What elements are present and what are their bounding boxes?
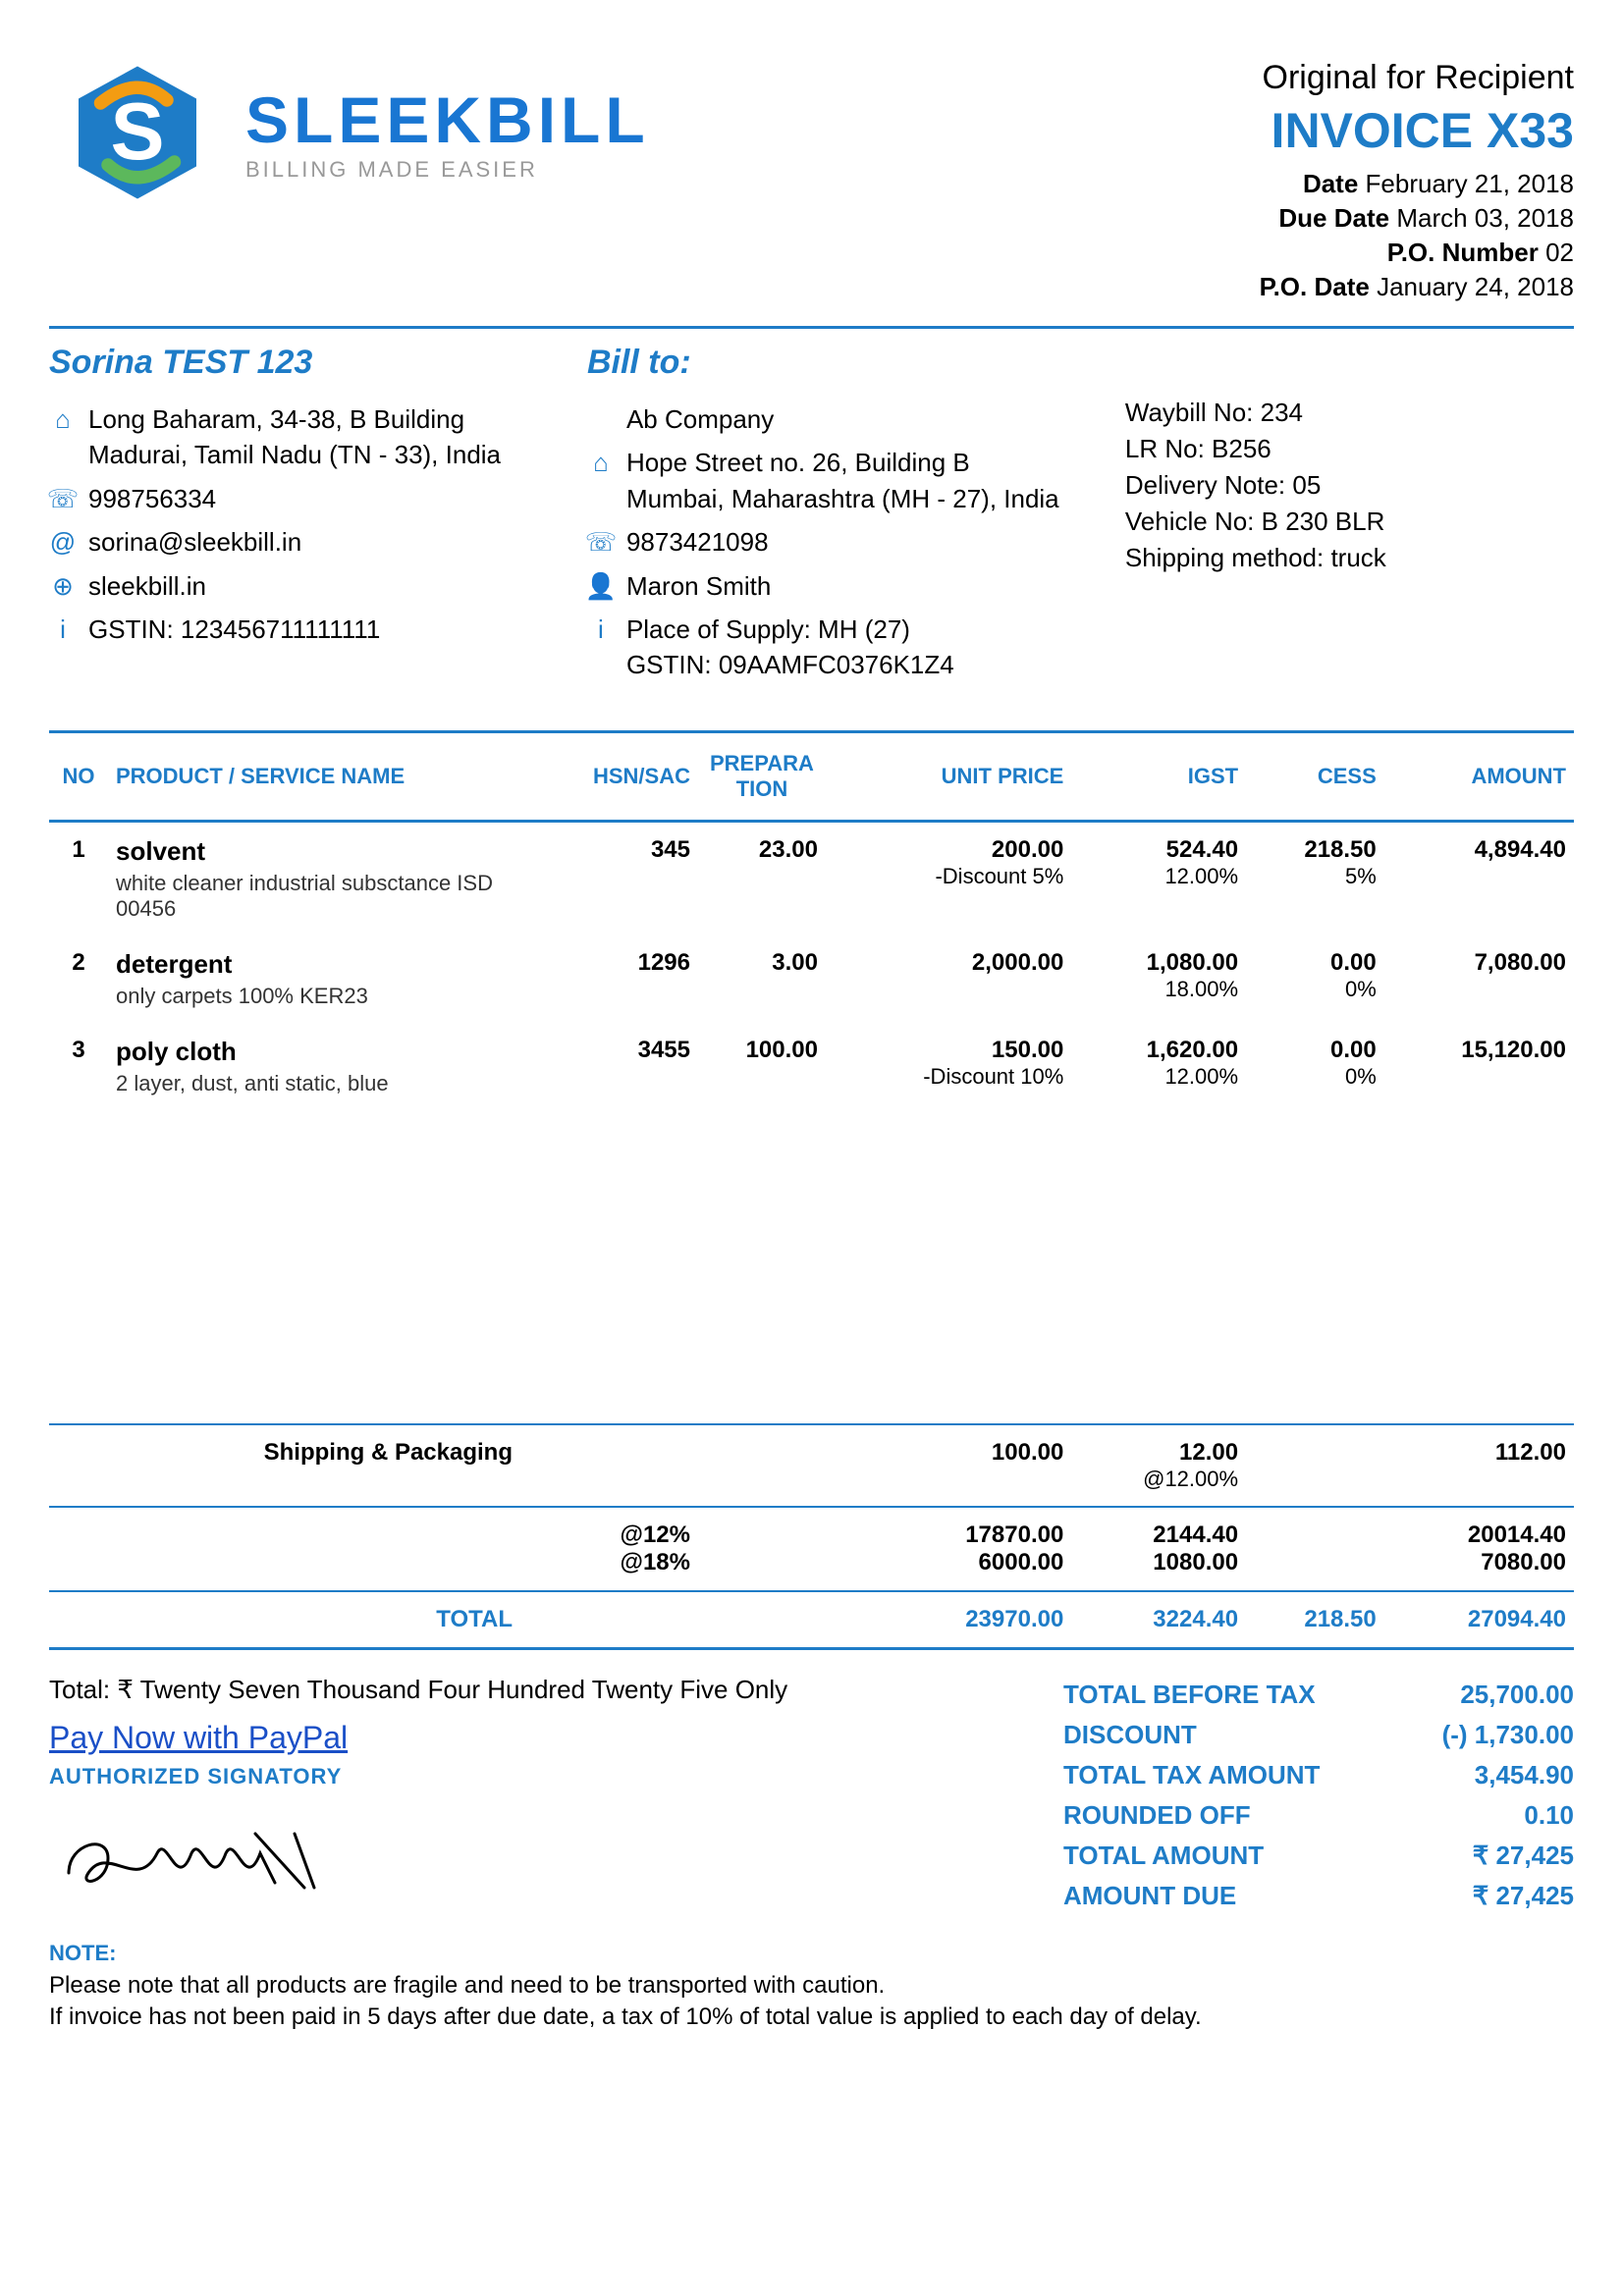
logo-tagline: BILLING MADE EASIER <box>245 157 650 183</box>
col-cess: CESS <box>1246 731 1384 821</box>
col-name: PRODUCT / SERVICE NAME <box>108 731 520 821</box>
from-web: sleekbill.in <box>88 568 206 604</box>
signature-icon <box>49 1799 344 1907</box>
col-igst: IGST <box>1071 731 1246 821</box>
table-row: 2detergentonly carpets 100% KER2312963.0… <box>49 935 1574 1023</box>
web-icon: ⊕ <box>49 568 77 604</box>
from-gstin: GSTIN: 123456711111111 <box>88 612 380 647</box>
logo-icon: S <box>49 59 226 206</box>
due-line: Due Date March 03, 2018 <box>1260 203 1574 234</box>
from-block: Sorina TEST 123 ⌂ Long Baharam, 34-38, B … <box>49 344 548 691</box>
lr-no: LR No: B256 <box>1125 434 1574 464</box>
col-prep: PREPARA TION <box>698 731 826 821</box>
total-line: TOTAL TAX AMOUNT3,454.90 <box>1063 1755 1574 1795</box>
col-price: UNIT PRICE <box>826 731 1071 821</box>
from-email: sorina@sleekbill.in <box>88 524 301 560</box>
po-date-line: P.O. Date January 24, 2018 <box>1260 272 1574 302</box>
total-line: TOTAL AMOUNT₹ 27,425 <box>1063 1836 1574 1876</box>
totals-block: TOTAL BEFORE TAX25,700.00DISCOUNT(-) 1,7… <box>1063 1675 1574 1916</box>
total-line: ROUNDED OFF0.10 <box>1063 1795 1574 1836</box>
date-line: Date February 21, 2018 <box>1260 169 1574 199</box>
from-phone: 998756334 <box>88 481 216 516</box>
po-num-line: P.O. Number 02 <box>1260 238 1574 268</box>
billto-company: Ab Company <box>626 401 774 437</box>
amount-words: Total: ₹ Twenty Seven Thousand Four Hund… <box>49 1675 1034 1705</box>
logo-block: S SLEEKBILL BILLING MADE EASIER <box>49 59 650 206</box>
table-header: NO PRODUCT / SERVICE NAME HSN/SAC PREPAR… <box>49 731 1574 821</box>
note-heading: NOTE: <box>49 1941 1574 1966</box>
auth-signatory-label: AUTHORIZED SIGNATORY <box>49 1764 1034 1789</box>
below-section: Total: ₹ Twenty Seven Thousand Four Hund… <box>49 1675 1574 1916</box>
table-row: 3poly cloth2 layer, dust, anti static, b… <box>49 1023 1574 1110</box>
col-hsn: HSN/SAC <box>520 731 698 821</box>
total-line: AMOUNT DUE₹ 27,425 <box>1063 1876 1574 1916</box>
delivery-note: Delivery Note: 05 <box>1125 470 1574 501</box>
paypal-link[interactable]: Pay Now with PayPal <box>49 1720 348 1756</box>
tax-breakdown-row: @12%@18% 17870.006000.00 2144.401080.00 … <box>49 1507 1574 1591</box>
phone-icon: ☏ <box>587 524 615 560</box>
total-line: DISCOUNT(-) 1,730.00 <box>1063 1715 1574 1755</box>
col-no: NO <box>49 731 108 821</box>
billto-address: Hope Street no. 26, Building B Mumbai, M… <box>626 445 1059 516</box>
shipping-row: Shipping & Packaging 100.00 12.00@12.00%… <box>49 1424 1574 1507</box>
billto-contact: Maron Smith <box>626 568 771 604</box>
billto-title: Bill to: <box>587 344 1086 382</box>
home-icon: ⌂ <box>49 401 77 437</box>
ship-method: Shipping method: truck <box>1125 543 1574 573</box>
from-title: Sorina TEST 123 <box>49 344 548 382</box>
total-line: TOTAL BEFORE TAX25,700.00 <box>1063 1675 1574 1715</box>
vehicle-no: Vehicle No: B 230 BLR <box>1125 507 1574 537</box>
info-icon: i <box>587 612 615 647</box>
from-address: Long Baharam, 34-38, B Building Madurai,… <box>88 401 501 473</box>
logo-title: SLEEKBILL <box>245 82 650 157</box>
header: S SLEEKBILL BILLING MADE EASIER Original… <box>49 59 1574 306</box>
note-text: Please note that all products are fragil… <box>49 1970 1574 2034</box>
invoice-title: INVOICE X33 <box>1260 102 1574 159</box>
billto-supply: Place of Supply: MH (27) GSTIN: 09AAMFC0… <box>626 612 954 683</box>
info-icon: i <box>49 612 77 647</box>
divider <box>49 326 1574 329</box>
original-label: Original for Recipient <box>1260 59 1574 97</box>
total-row: TOTAL 23970.00 3224.40 218.50 27094.40 <box>49 1591 1574 1649</box>
phone-icon: ☏ <box>49 481 77 516</box>
person-icon: 👤 <box>587 568 615 604</box>
items-table: NO PRODUCT / SERVICE NAME HSN/SAC PREPAR… <box>49 730 1574 1650</box>
svg-text:S: S <box>110 86 164 177</box>
email-icon: @ <box>49 524 77 560</box>
parties: Sorina TEST 123 ⌂ Long Baharam, 34-38, B … <box>49 344 1574 691</box>
header-right: Original for Recipient INVOICE X33 Date … <box>1260 59 1574 306</box>
home-icon: ⌂ <box>587 445 615 480</box>
table-row: 1solventwhite cleaner industrial subscta… <box>49 821 1574 935</box>
waybill: Waybill No: 234 <box>1125 398 1574 428</box>
billto-block: Bill to: Ab Company ⌂ Hope Street no. 26,… <box>587 344 1086 691</box>
ship-block: Waybill No: 234 LR No: B256 Delivery Not… <box>1125 344 1574 691</box>
billto-phone: 9873421098 <box>626 524 769 560</box>
col-amount: AMOUNT <box>1384 731 1574 821</box>
